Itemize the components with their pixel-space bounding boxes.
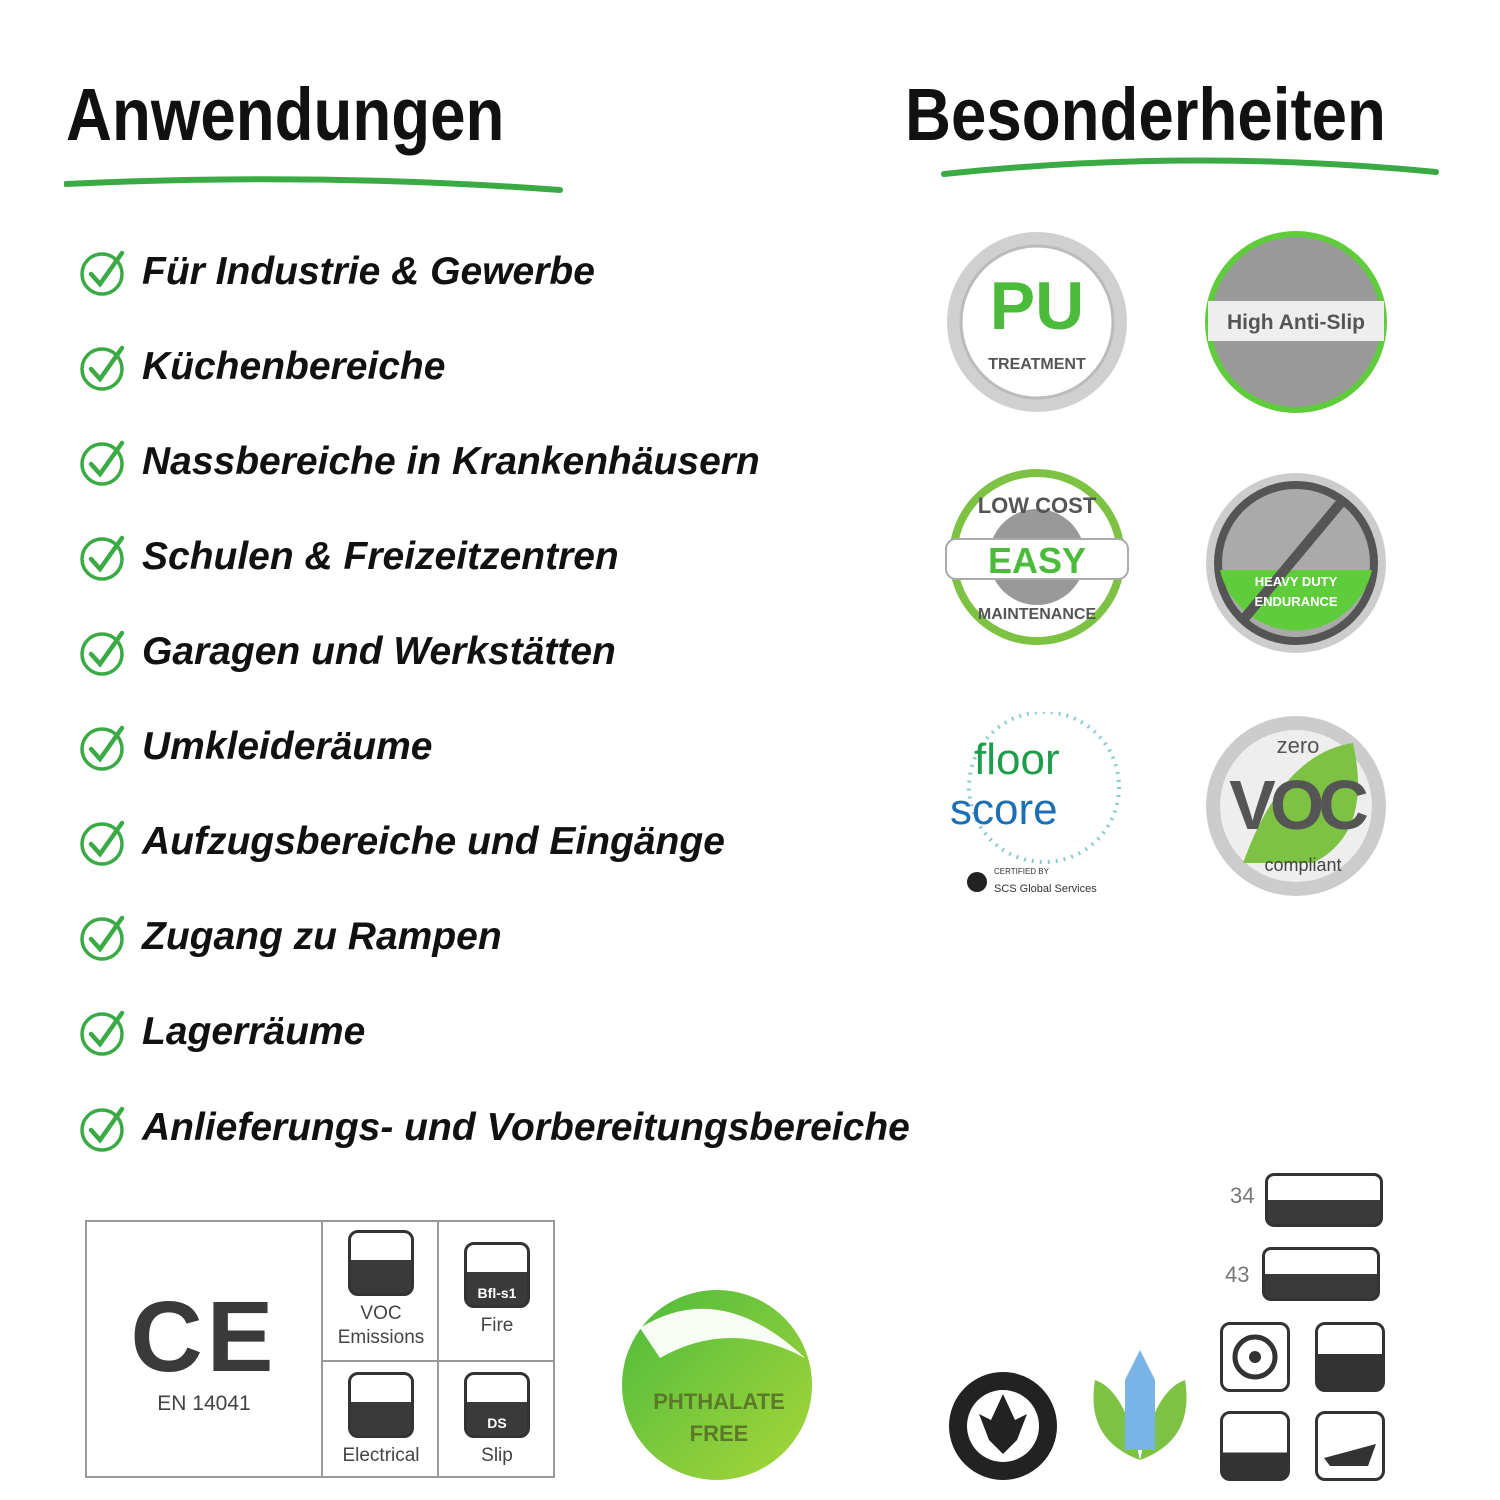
pu-treatment-badge: PU TREATMENT [947, 232, 1127, 412]
phthalate-label: PHTHALATE [653, 1389, 785, 1414]
list-item: Für Industrie & Gewerbe [78, 242, 595, 302]
electrical-icon [348, 1372, 414, 1438]
slip-icon: DS [464, 1372, 530, 1438]
endurance-label: ENDURANCE [1254, 594, 1337, 609]
list-item-label: Küchenbereiche [142, 345, 446, 388]
igbc-logo [1093, 1350, 1187, 1460]
check-circle-icon [80, 535, 125, 581]
floor-label: floor [974, 735, 1060, 784]
certification-box: CE EN 14041 VOC Emissions Bfl-s1 Fire El… [85, 1220, 555, 1478]
heavy-duty-badge: HEAVY DUTY ENDURANCE [1206, 473, 1386, 653]
easy-label: EASY [988, 540, 1086, 581]
ce-mark: CE [130, 1281, 278, 1393]
chemical-spill-icon [1220, 1411, 1290, 1481]
list-item-label: Lagerräume [142, 1010, 366, 1053]
fire-code: Bfl-s1 [477, 1285, 517, 1301]
use-class-34-label: 34 [1230, 1183, 1255, 1208]
slip-label: Slip [481, 1445, 513, 1466]
check-circle-icon [80, 630, 125, 676]
slip-cell: DS Slip [437, 1360, 555, 1478]
heading-applications: Anwendungen [66, 73, 505, 156]
score-label: score [950, 785, 1058, 834]
use-class-43-label: 43 [1225, 1262, 1250, 1287]
voc-emissions-label: VOC Emissions [337, 1303, 425, 1348]
check-circle-icon [80, 250, 125, 296]
marine-use-icon [1315, 1411, 1385, 1481]
biohazard-resistance-icon [1220, 1322, 1290, 1392]
list-item: Aufzugsbereiche und Eingänge [78, 812, 725, 872]
pu-label: PU [990, 268, 1084, 344]
fire-icon: Bfl-s1 [464, 1242, 530, 1308]
list-item: Garagen und Werkstätten [78, 622, 616, 682]
check-circle-icon [80, 915, 125, 961]
heavy-duty-label: HEAVY DUTY [1255, 574, 1338, 589]
zero-voc-badge: zero VOC compliant [1206, 716, 1386, 896]
scs-label: SCS Global Services [994, 883, 1097, 895]
list-item: Zugang zu Rampen [78, 907, 502, 967]
list-item-label: Für Industrie & Gewerbe [142, 250, 595, 293]
list-item-label: Zugang zu Rampen [142, 915, 502, 958]
check-circle-icon [80, 820, 125, 866]
standard-label: EN 14041 [157, 1392, 251, 1415]
list-item: Küchenbereiche [78, 337, 445, 397]
list-item-label: Nassbereiche in Krankenhäusern [142, 440, 760, 483]
easy-maintenance-badge: EASY LOW COST MAINTENANCE [945, 469, 1129, 645]
slip-code: DS [487, 1415, 507, 1431]
floorscore-logo: floor score CERTIFIED BY SCS Global Serv… [950, 712, 1121, 895]
usgbc-member-logo [949, 1372, 1057, 1480]
check-circle-icon [80, 440, 125, 486]
use-class-34-icon [1265, 1173, 1383, 1227]
fire-label: Fire [480, 1315, 514, 1336]
phthalate-free-badge: PHTHALATE FREE [622, 1290, 812, 1480]
certified-by-label: CERTIFIED BY [994, 867, 1050, 876]
list-item-label: Umkleideräume [142, 725, 433, 768]
list-item: Schulen & Freizeitzentren [78, 527, 619, 587]
heading-underline [64, 176, 563, 193]
list-item-label: Anlieferungs- und Vorbereitungsbereiche [142, 1106, 910, 1149]
anti-slip-badge: High Anti-Slip [1205, 231, 1387, 413]
electrical-label: Electrical [342, 1445, 420, 1466]
list-item-label: Schulen & Freizeitzentren [142, 535, 619, 578]
check-circle-icon [80, 725, 125, 771]
treatment-label: TREATMENT [988, 356, 1086, 373]
electrical-cell: Electrical [321, 1360, 439, 1478]
compliant-label: compliant [1264, 855, 1341, 875]
list-item: Lagerräume [78, 1002, 365, 1062]
zero-label: zero [1277, 733, 1320, 758]
use-class-43-icon [1262, 1247, 1380, 1301]
voc-emissions-cell: VOC Emissions [321, 1220, 439, 1360]
heat-resistance-icon [1315, 1322, 1385, 1392]
voc-emissions-icon [348, 1230, 414, 1296]
fire-cell: Bfl-s1 Fire [437, 1220, 555, 1360]
check-circle-icon [80, 345, 125, 391]
heading-features: Besonderheiten [905, 73, 1386, 156]
free-label: FREE [690, 1421, 749, 1446]
heading-underline [941, 157, 1439, 177]
anti-slip-label: High Anti-Slip [1227, 311, 1365, 334]
check-circle-icon [80, 1010, 125, 1056]
list-item: Anlieferungs- und Vorbereitungsbereiche [78, 1098, 910, 1158]
low-cost-label: LOW COST [978, 493, 1097, 518]
check-circle-icon [80, 1106, 125, 1152]
list-item-label: Aufzugsbereiche und Eingänge [142, 820, 725, 863]
maintenance-label: MAINTENANCE [978, 606, 1097, 623]
voc-label: VOC [1229, 766, 1367, 844]
list-item: Umkleideräume [78, 717, 432, 777]
list-item: Nassbereiche in Krankenhäusern [78, 432, 760, 492]
list-item-label: Garagen und Werkstätten [142, 630, 616, 673]
